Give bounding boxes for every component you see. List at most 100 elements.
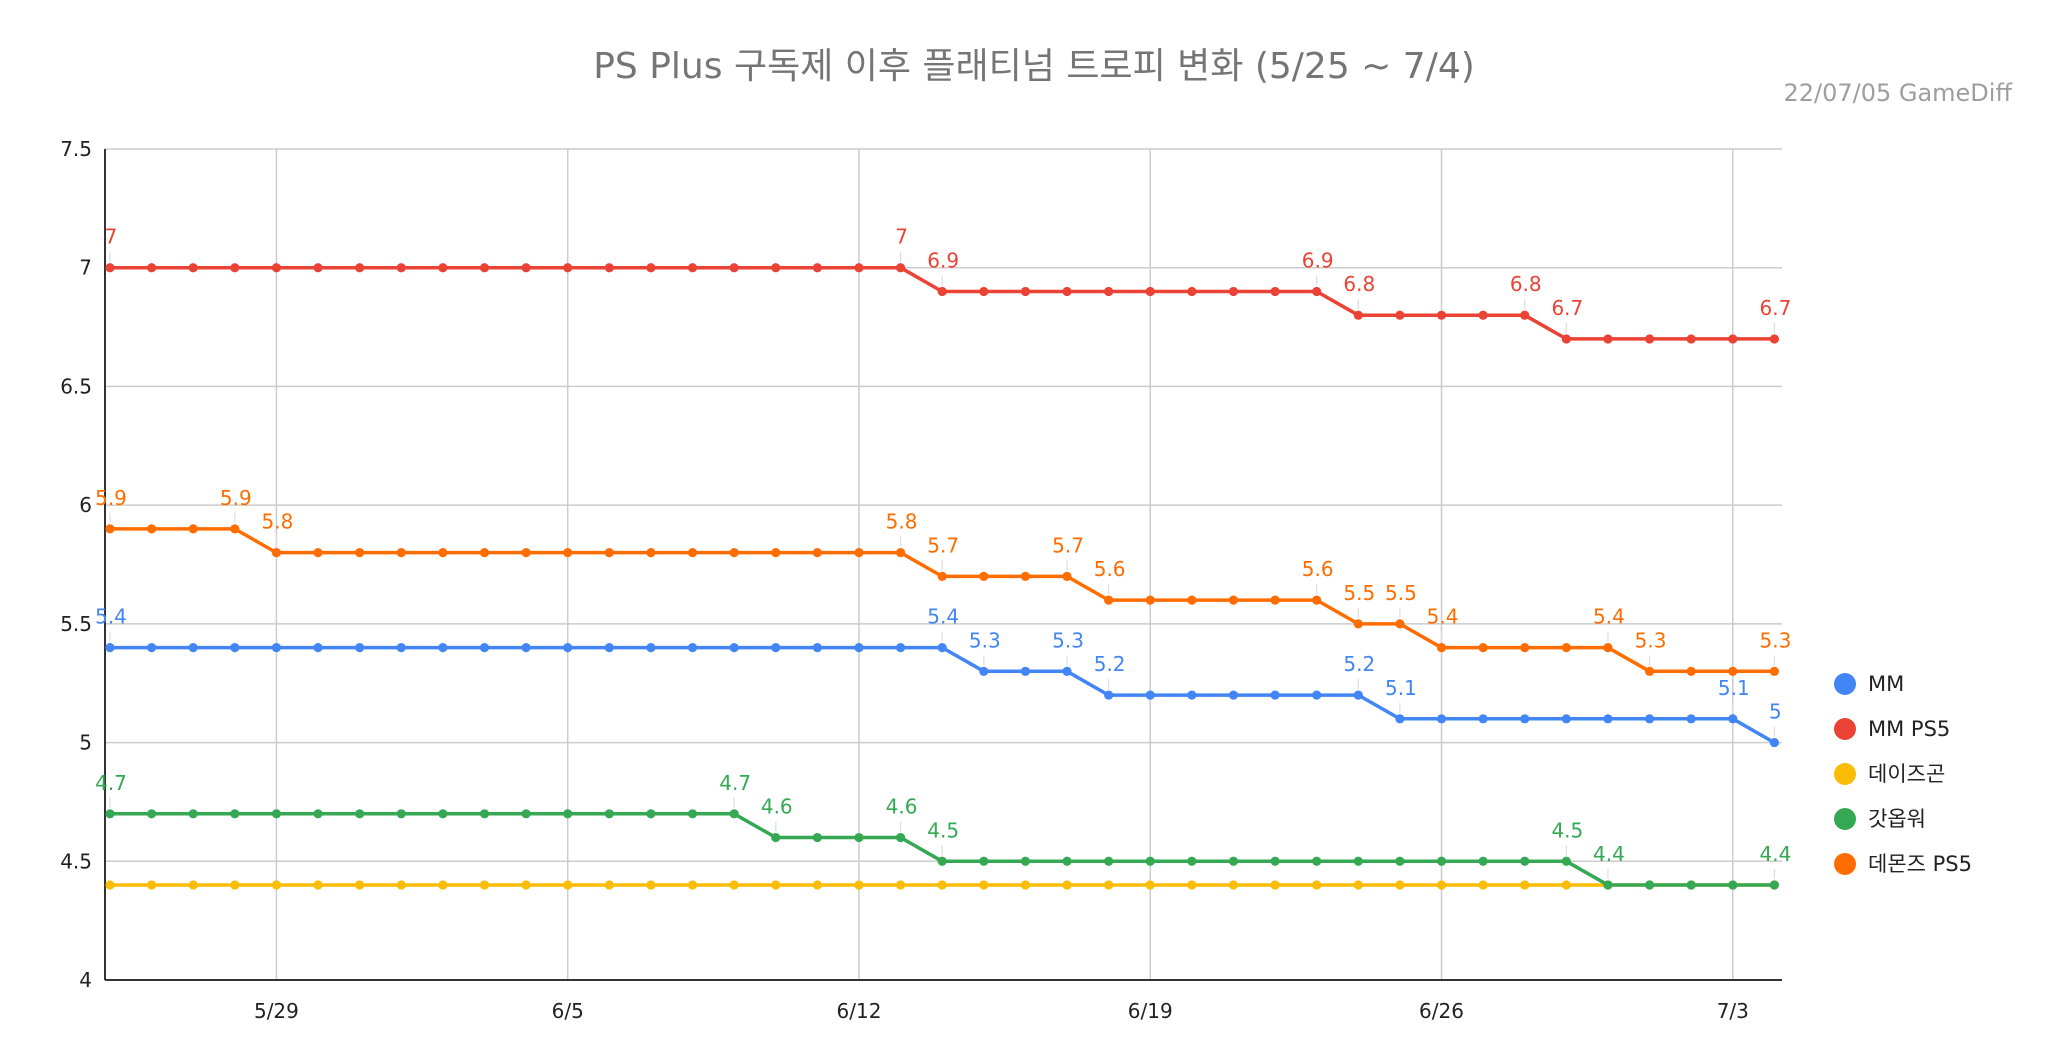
- data-point: [937, 880, 947, 890]
- data-point: [646, 548, 656, 558]
- data-point: [1603, 880, 1613, 890]
- data-point: [1520, 643, 1530, 653]
- data-point: [1104, 690, 1114, 700]
- data-point: [1769, 880, 1779, 890]
- data-point: [1769, 666, 1779, 676]
- data-point: [812, 643, 822, 653]
- data-point: [1020, 880, 1031, 890]
- data-point: [1145, 690, 1155, 700]
- legend-marker: [1834, 808, 1856, 830]
- data-point: [1686, 666, 1696, 676]
- data-point: [687, 880, 698, 890]
- data-label: 5.9: [220, 486, 252, 510]
- data-point: [479, 643, 490, 653]
- data-point: [438, 809, 448, 819]
- data-label: 5.8: [886, 510, 918, 534]
- axes: 4 4.5 5 5.5 6 6.5 7 7.5 5/29 6/5 6/12 6/19 6/26 7/3: [60, 137, 1782, 1023]
- data-point: [1728, 880, 1738, 890]
- data-labels: 5.4 5.4 5.3 5.3 5.2 5.2 5.1 5.1 5 7 7 6.9 6.9 6.8 6.8 6…: [95, 225, 1791, 880]
- data-point: [563, 548, 573, 558]
- data-point: [895, 263, 906, 273]
- data-label: 4.7: [719, 771, 751, 795]
- data-point: [230, 263, 240, 273]
- data-label: 4.5: [1551, 818, 1583, 842]
- data-label: 6.7: [1759, 296, 1791, 320]
- data-point: [854, 643, 864, 653]
- data-point: [105, 524, 115, 534]
- data-point: [854, 832, 864, 843]
- data-point: [604, 263, 614, 273]
- data-point: [1187, 856, 1197, 866]
- data-point: [479, 263, 490, 273]
- data-point: [646, 880, 656, 890]
- data-point: [1728, 666, 1738, 676]
- data-label: 5.7: [927, 533, 959, 557]
- data-point: [1187, 286, 1197, 297]
- data-point: [1020, 571, 1031, 581]
- data-point: [230, 880, 240, 890]
- y-tick-label: 4.5: [60, 849, 92, 873]
- data-point: [147, 524, 157, 534]
- data-label: 4.7: [95, 771, 127, 795]
- data-point: [1312, 690, 1322, 700]
- data-point: [1020, 856, 1031, 866]
- data-point: [1270, 856, 1280, 866]
- data-point: [1270, 595, 1280, 605]
- data-label: 5.8: [262, 510, 294, 534]
- data-point: [188, 643, 198, 653]
- data-point: [438, 880, 448, 890]
- y-tick-label: 6.5: [60, 374, 92, 398]
- legend-label: 갓옵워: [1868, 807, 1926, 831]
- data-point: [1644, 334, 1655, 344]
- data-point: [1478, 643, 1488, 653]
- data-point: [271, 880, 282, 890]
- data-point: [147, 880, 157, 890]
- data-point: [1270, 880, 1280, 890]
- data-label: 4.4: [1593, 842, 1625, 866]
- data-label: 5.7: [1052, 533, 1084, 557]
- data-label: 6.8: [1510, 272, 1542, 296]
- data-point: [979, 666, 989, 676]
- data-point: [854, 263, 864, 273]
- data-point: [771, 263, 781, 273]
- data-point: [1561, 880, 1571, 890]
- data-point: [230, 643, 240, 653]
- data-point: [396, 809, 406, 819]
- data-point: [1395, 856, 1405, 866]
- data-point: [854, 880, 864, 890]
- chart-subtitle: 22/07/05 GameDiff: [1783, 79, 2012, 107]
- data-point: [188, 880, 198, 890]
- x-tick-label: 6/5: [552, 999, 584, 1023]
- data-label: 6.9: [927, 248, 959, 272]
- legend-label: MM PS5: [1868, 717, 1950, 741]
- data-point: [1478, 880, 1488, 890]
- data-point: [1062, 571, 1072, 581]
- y-tick-label: 7.5: [60, 137, 92, 161]
- data-point: [895, 832, 906, 843]
- data-point: [729, 809, 739, 819]
- x-tick-label: 7/3: [1717, 999, 1749, 1023]
- data-point: [729, 263, 739, 273]
- data-point: [563, 809, 573, 819]
- data-point: [1187, 880, 1197, 890]
- data-point: [812, 880, 822, 890]
- data-point: [396, 643, 406, 653]
- series-lines: [105, 263, 1779, 890]
- data-label: 7: [105, 225, 118, 249]
- data-point: [687, 263, 698, 273]
- data-point: [396, 263, 406, 273]
- data-point: [1020, 666, 1031, 676]
- data-point: [1644, 714, 1655, 724]
- data-point: [105, 643, 115, 653]
- data-point: [105, 809, 115, 819]
- series-MM PS5: [105, 263, 1779, 344]
- data-point: [1187, 595, 1197, 605]
- data-point: [188, 263, 198, 273]
- data-point: [604, 643, 614, 653]
- data-point: [479, 809, 490, 819]
- data-point: [604, 548, 614, 558]
- data-label: 5.4: [927, 605, 959, 629]
- y-tick-label: 4: [79, 968, 92, 992]
- data-point: [812, 263, 822, 273]
- data-point: [1312, 286, 1322, 297]
